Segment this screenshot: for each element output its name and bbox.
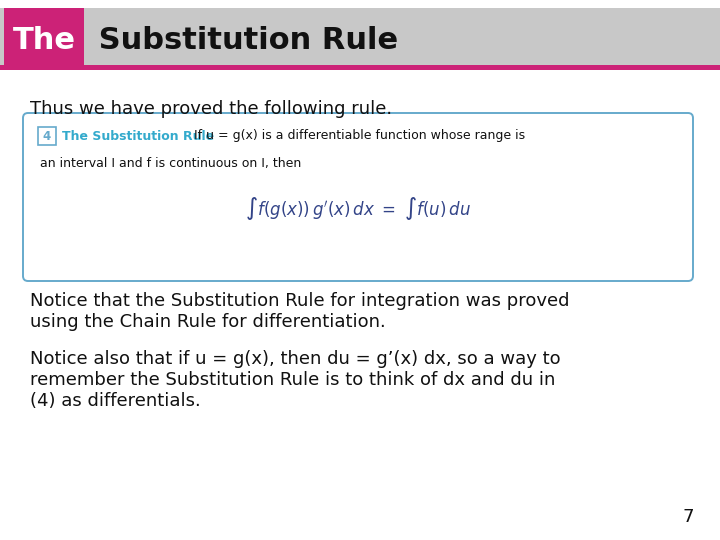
Text: remember the Substitution Rule is to think of dx and du in: remember the Substitution Rule is to thi… bbox=[30, 371, 555, 389]
Bar bbox=[0, 65, 720, 70]
Bar bbox=[4, 8, 84, 70]
Text: (4) as differentials.: (4) as differentials. bbox=[30, 392, 201, 410]
Text: The: The bbox=[12, 26, 76, 55]
Text: $\int f(g(x))\,g'(x)\,dx\ =\ \int f(u)\,du$: $\int f(g(x))\,g'(x)\,dx\ =\ \int f(u)\,… bbox=[245, 194, 471, 221]
Text: an interval I and f is continuous on I, then: an interval I and f is continuous on I, … bbox=[40, 157, 301, 170]
Bar bbox=[0, 8, 720, 70]
Text: If u = g(x) is a differentiable function whose range is: If u = g(x) is a differentiable function… bbox=[190, 130, 525, 143]
Bar bbox=[38, 127, 56, 145]
Text: Notice that the Substitution Rule for integration was proved: Notice that the Substitution Rule for in… bbox=[30, 292, 570, 310]
Text: Notice also that if u = g(x), then du = g’(x) dx, so a way to: Notice also that if u = g(x), then du = … bbox=[30, 350, 561, 368]
Text: using the Chain Rule for differentiation.: using the Chain Rule for differentiation… bbox=[30, 313, 386, 331]
Text: Substitution Rule: Substitution Rule bbox=[88, 26, 398, 55]
Text: 7: 7 bbox=[683, 508, 694, 526]
Text: The Substitution Rule: The Substitution Rule bbox=[62, 130, 214, 143]
FancyBboxPatch shape bbox=[23, 113, 693, 281]
Text: 4: 4 bbox=[43, 130, 51, 143]
Text: Thus we have proved the following rule.: Thus we have proved the following rule. bbox=[30, 100, 392, 118]
